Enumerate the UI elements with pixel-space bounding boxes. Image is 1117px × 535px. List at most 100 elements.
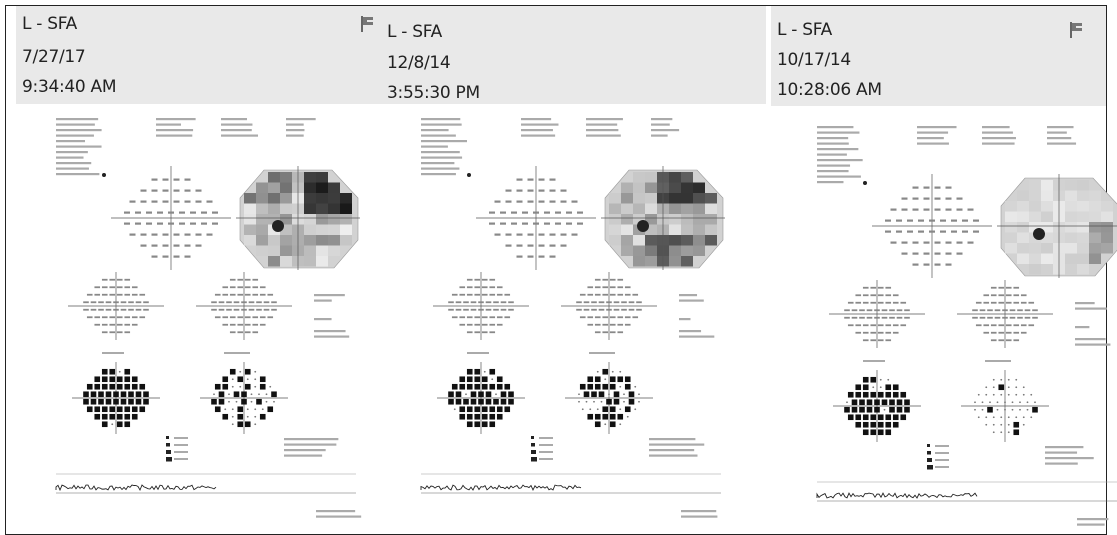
grayscale-cell (268, 245, 280, 256)
pattern-deviation-probability-symbol (1022, 423, 1025, 426)
total-deviation-probability-symbol (90, 398, 97, 405)
threshold-value (516, 178, 523, 181)
threshold-value (956, 197, 963, 200)
total-deviation-values (862, 339, 869, 342)
pattern-deviation-values (990, 339, 997, 342)
total-deviation-probability-symbol (455, 391, 462, 398)
pattern-deviation-probability-symbol (1007, 386, 1010, 389)
fixation-marker (863, 181, 867, 185)
total-deviation-values (139, 293, 146, 296)
pattern-deviation-probability-symbol (619, 370, 622, 373)
total-deviation-probability-symbol (508, 391, 514, 398)
grayscale-cell (609, 203, 621, 214)
total-deviation-values (116, 323, 123, 326)
pattern-deviation-values (617, 286, 624, 289)
total-deviation-values (870, 294, 877, 297)
total-deviation-values (847, 301, 854, 304)
total-deviation-probability-symbol (94, 383, 101, 390)
threshold-value (549, 255, 556, 258)
pattern-deviation-values (241, 308, 247, 311)
pattern-deviation-values (256, 301, 262, 304)
pattern-deviation-values (975, 324, 982, 327)
grayscale-cell (621, 214, 633, 225)
pattern-deviation-probability-symbol (259, 383, 266, 390)
pattern-deviation-values (233, 308, 240, 311)
pattern-deviation-values (1028, 324, 1035, 327)
total-deviation-values (101, 316, 108, 319)
printout-text-line (1077, 518, 1109, 521)
pattern-deviation-values (990, 331, 997, 334)
threshold-value (489, 222, 495, 225)
threshold-value (146, 222, 152, 225)
printout-text-line (56, 129, 102, 132)
pattern-deviation-probability-symbol (237, 421, 244, 428)
total-deviation-probability-symbol (491, 378, 494, 381)
printout-text-line (421, 173, 456, 176)
threshold-value (124, 211, 130, 214)
pattern-deviation-values (248, 301, 255, 304)
pattern-deviation-probability-symbol (218, 398, 225, 405)
plot-caption (863, 360, 885, 362)
total-deviation-values (874, 309, 880, 312)
total-deviation-probability-symbol (474, 421, 481, 428)
total-deviation-probability-symbol (86, 383, 93, 390)
pattern-deviation-probability-symbol (1000, 378, 1003, 381)
threshold-value (162, 200, 169, 203)
threshold-value (533, 222, 539, 225)
threshold-value (962, 219, 968, 222)
pattern-deviation-probability-symbol (1004, 408, 1006, 411)
grayscale-cell (1065, 190, 1077, 201)
grayscale-cell (621, 203, 633, 214)
flag-icon[interactable] (1069, 22, 1083, 38)
grayscale-cell (268, 172, 280, 183)
total-deviation-probability-symbol (495, 393, 497, 396)
grayscale-cell (1017, 211, 1029, 222)
total-deviation-probability-symbol (896, 399, 903, 406)
printout-text-line (917, 131, 949, 134)
total-deviation-probability-symbol (892, 421, 899, 428)
pattern-deviation-probability-symbol (974, 401, 976, 404)
total-deviation-values (485, 308, 492, 311)
threshold-value (494, 233, 501, 236)
threshold-value (151, 200, 158, 203)
pattern-deviation-probability-symbol (989, 401, 991, 404)
pattern-deviation-probability-symbol (624, 406, 631, 413)
total-deviation-values (892, 324, 899, 327)
total-deviation-values (481, 331, 488, 334)
pattern-deviation-probability-symbol (1022, 386, 1025, 389)
total-deviation-values (904, 316, 910, 319)
threshold-value (173, 178, 180, 181)
total-deviation-probability-symbol (855, 384, 862, 391)
total-deviation-values (139, 316, 146, 319)
total-deviation-probability-symbol (870, 391, 877, 398)
legend-text (174, 451, 188, 453)
total-deviation-probability-symbol (101, 413, 108, 420)
threshold-value (945, 208, 952, 211)
pattern-deviation-probability-symbol (233, 391, 240, 398)
pattern-deviation-probability-symbol (587, 383, 594, 390)
reliability-trace (55, 484, 217, 492)
total-deviation-values (892, 301, 899, 304)
total-deviation-probability-symbol (870, 414, 877, 421)
total-deviation-probability-symbol (846, 401, 848, 404)
threshold-value (179, 211, 185, 214)
grayscale-cell (316, 256, 328, 267)
total-deviation-values (131, 323, 138, 326)
printout-text-line (817, 142, 849, 145)
threshold-value (195, 200, 202, 203)
pattern-deviation-values (252, 278, 259, 281)
threshold-value (560, 200, 567, 203)
pattern-deviation-probability-symbol (1007, 416, 1010, 419)
total-deviation-probability-symbol (896, 406, 903, 413)
threshold-value (940, 230, 946, 233)
flag-icon[interactable] (360, 16, 374, 32)
grayscale-cell (340, 235, 352, 246)
total-deviation-probability-symbol (847, 391, 854, 398)
pattern-deviation-values (248, 308, 255, 311)
threshold-value (901, 241, 908, 244)
printout-text-line (56, 151, 88, 154)
grayscale-cell (316, 172, 328, 183)
grayscale-cell (693, 193, 705, 204)
threshold-value (890, 241, 897, 244)
legend-symbol (531, 436, 534, 439)
